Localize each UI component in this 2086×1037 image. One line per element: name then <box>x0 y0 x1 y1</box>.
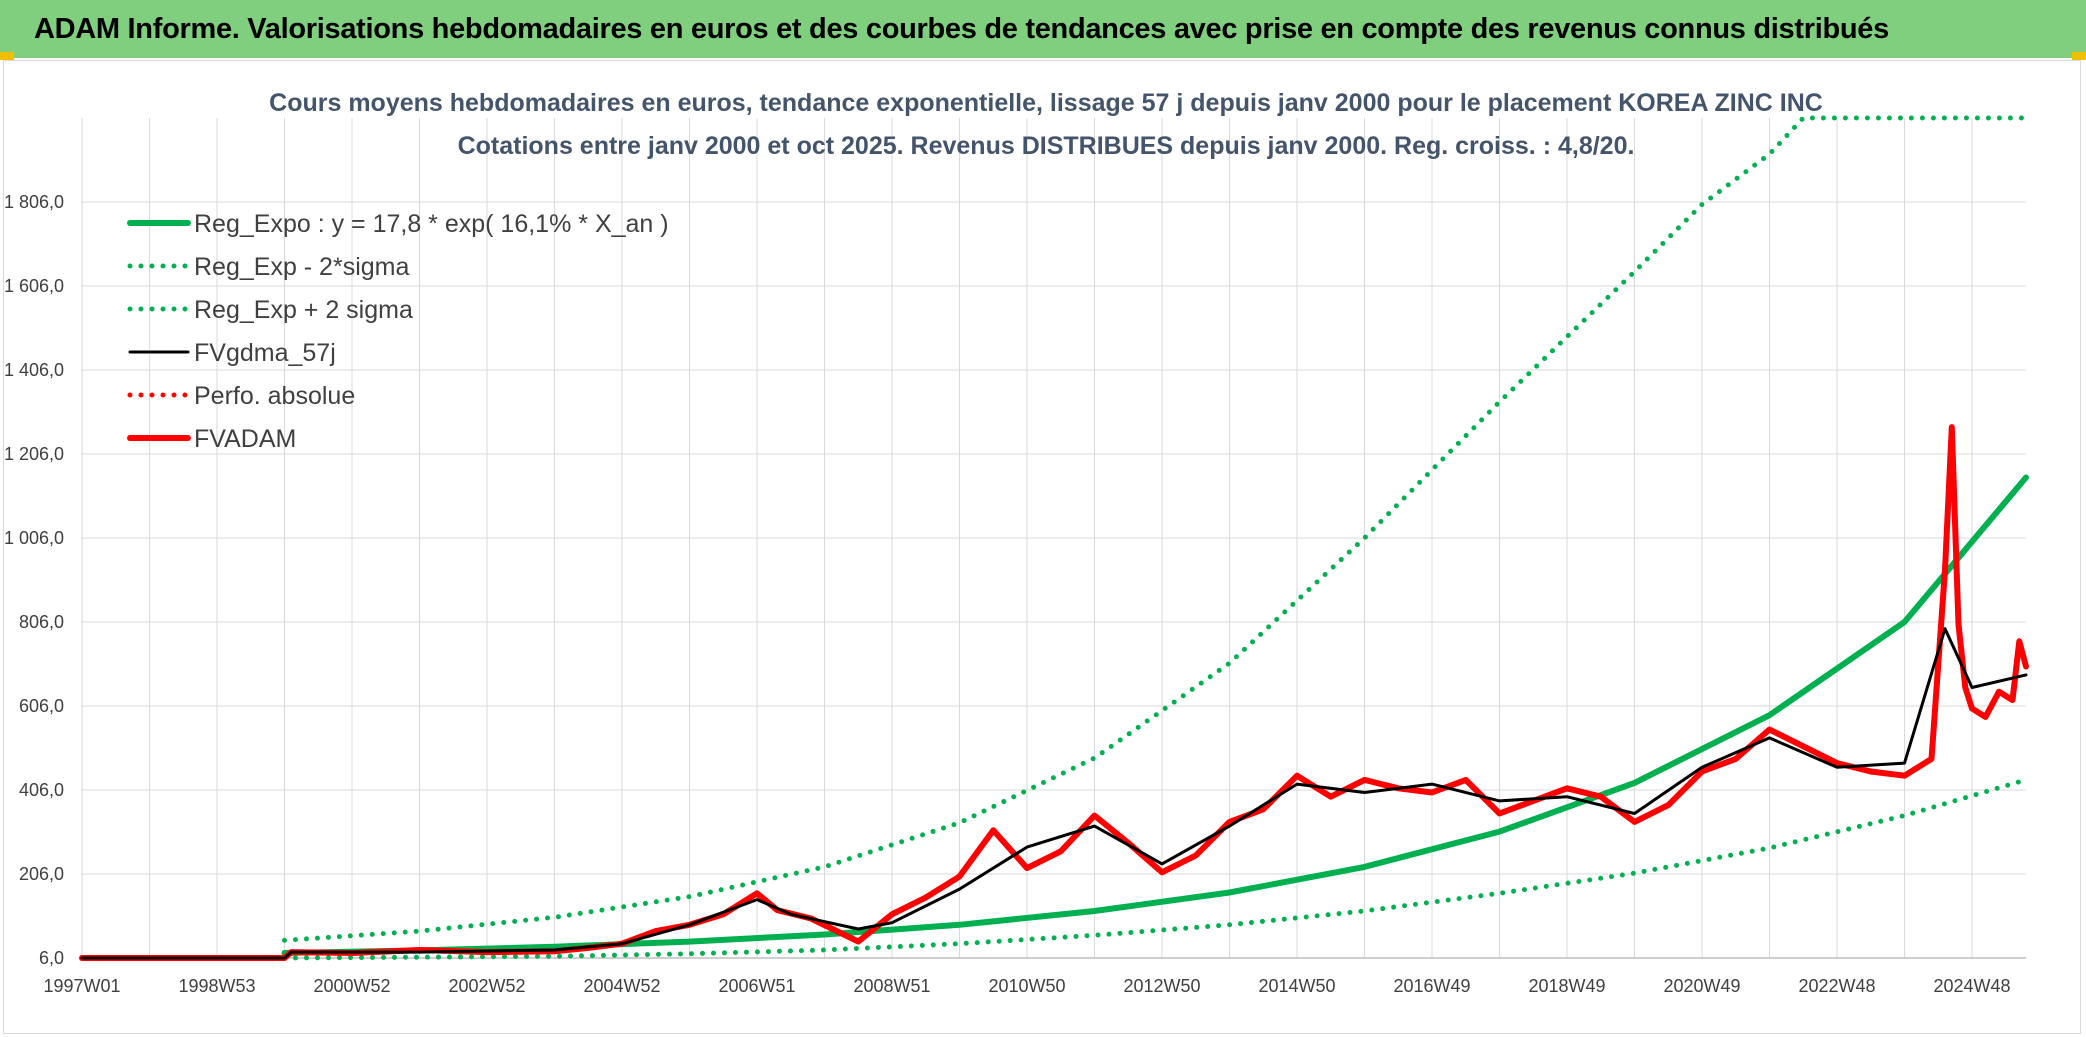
x-tick-label: 1997W01 <box>43 976 120 996</box>
x-tick-label: 1998W53 <box>178 976 255 996</box>
y-tick-label: 1 206,0 <box>4 444 64 464</box>
y-tick-label: 1 406,0 <box>4 360 64 380</box>
grid <box>81 118 2026 959</box>
x-tick-label: 2004W52 <box>583 976 660 996</box>
chart-subtitle: Cotations entre janv 2000 et oct 2025. R… <box>458 132 1635 160</box>
x-tick-label: 2016W49 <box>1393 976 1470 996</box>
series-line-5 <box>79 424 2029 961</box>
chart-title: Cours moyens hebdomadaires en euros, ten… <box>269 89 1823 117</box>
legend-label-5: FVADAM <box>194 425 296 453</box>
y-tick-label: 1 806,0 <box>4 192 64 212</box>
y-tick-label: 806,0 <box>19 612 64 632</box>
x-tick-label: 2000W52 <box>313 976 390 996</box>
legend-label-0: Reg_Expo : y = 17,8 * exp( 16,1% * X_an … <box>194 210 669 238</box>
x-tick-label: 2010W50 <box>988 976 1065 996</box>
x-tick-label: 2020W49 <box>1663 976 1740 996</box>
legend-label-1: Reg_Exp - 2*sigma <box>194 253 409 281</box>
legend-label-4: Perfo. absolue <box>194 382 355 410</box>
x-tick-label: 2018W49 <box>1528 976 1605 996</box>
y-tick-label: 406,0 <box>19 780 64 800</box>
series-line-2 <box>282 115 2029 943</box>
y-tick-label: 206,0 <box>19 864 64 884</box>
x-axis-ticks: 1997W01 1998W53 2000W52 2002W52 2004W52 2006W… <box>43 976 2010 996</box>
corner-marker-left <box>0 52 14 60</box>
report-banner: ADAM Informe. Valorisations hebdomadaire… <box>0 0 2086 58</box>
chart-frame <box>3 60 2081 1034</box>
x-tick-label: 2012W50 <box>1123 976 1200 996</box>
x-tick-label: 2006W51 <box>718 976 795 996</box>
x-tick-label: 2002W52 <box>448 976 525 996</box>
x-tick-label: 2014W50 <box>1258 976 1335 996</box>
legend: Reg_Expo : y = 17,8 * exp( 16,1% * X_an … <box>127 210 669 453</box>
x-tick-label: 2008W51 <box>853 976 930 996</box>
x-tick-label: 2022W48 <box>1798 976 1875 996</box>
legend-label-2: Reg_Exp + 2 sigma <box>194 296 413 324</box>
report-title: ADAM Informe. Valorisations hebdomadaire… <box>34 12 1889 45</box>
legend-label-3: FVgdma_57j <box>194 339 336 367</box>
series-line-1 <box>282 777 2029 961</box>
y-axis-ticks: 6,0 206,0 406,0 606,0 806,0 1 006,0 1 206,0 1 4… <box>4 192 64 968</box>
y-tick-label: 1 006,0 <box>4 528 64 548</box>
series <box>79 115 2029 961</box>
x-tick-label: 2024W48 <box>1933 976 2010 996</box>
y-tick-label: 6,0 <box>39 948 64 968</box>
series-line-3 <box>80 627 2028 960</box>
corner-marker-right <box>2072 52 2086 60</box>
y-tick-label: 606,0 <box>19 696 64 716</box>
series-line-0 <box>281 474 2029 956</box>
y-tick-label: 1 606,0 <box>4 276 64 296</box>
